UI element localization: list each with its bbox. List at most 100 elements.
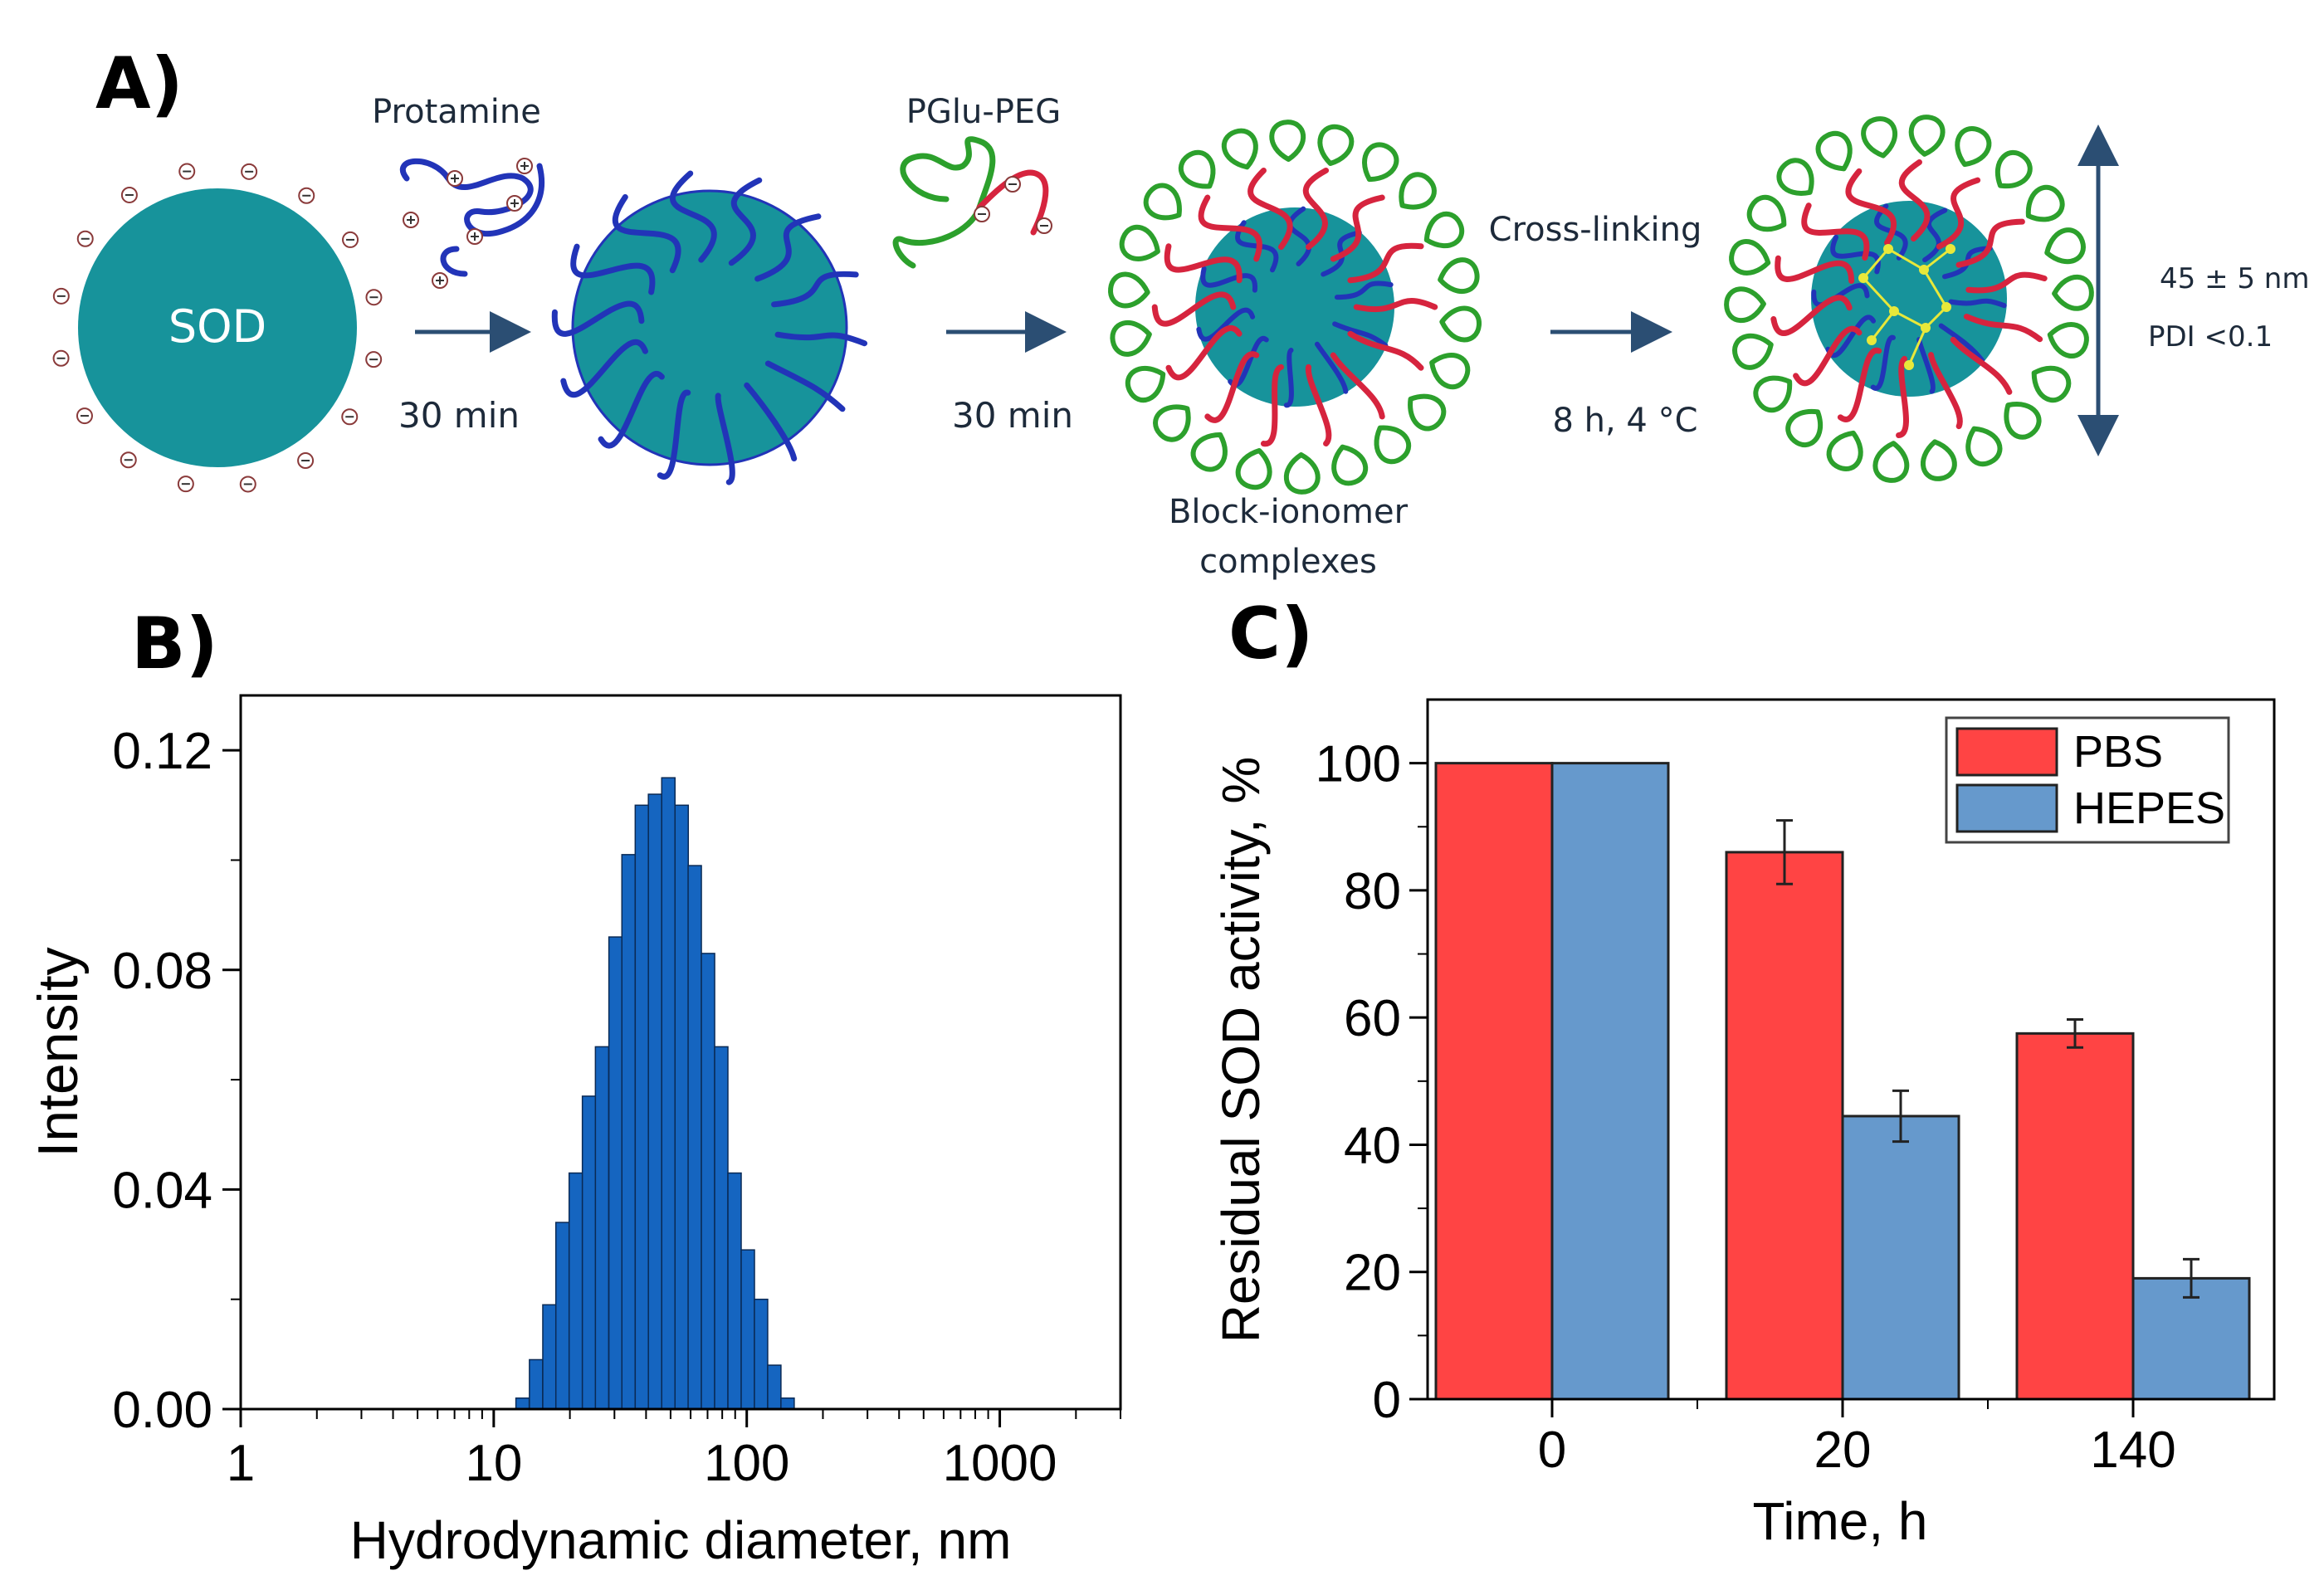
peg-loop [1331, 444, 1369, 486]
crosslink-node [1946, 244, 1955, 254]
histogram-bar [529, 1358, 544, 1410]
chart-c-frame [1426, 698, 2276, 1401]
legend-label-pbs: PBS [2073, 727, 2163, 777]
size-label: 45 ± 5 nm [2160, 262, 2309, 295]
peg-loop [1815, 130, 1853, 172]
chart-b-frame [239, 694, 1122, 1411]
pglu-segment [1347, 330, 1424, 371]
sod-label: SOD [168, 300, 266, 353]
pglu-segment [1302, 167, 1330, 251]
protamine-loop [754, 213, 822, 282]
pglu-segment [1898, 159, 1931, 242]
peg-loop [1143, 183, 1182, 221]
histogram-bar [701, 953, 715, 1410]
y-tick-label: 0.08 [112, 943, 212, 1000]
bar-pbs [1434, 762, 1554, 1401]
y-tick-label: 100 [1316, 736, 1401, 793]
peg-loop [1190, 432, 1228, 472]
pglu-segment [1247, 167, 1293, 251]
negative-charge-icon [239, 476, 256, 493]
crosslink-node [1919, 265, 1929, 275]
pglu-segment [1347, 242, 1424, 284]
peg-loop [1826, 430, 1863, 471]
panel-a-label: A) [95, 42, 183, 125]
crosslink-node [1858, 273, 1868, 283]
crosslink-node [1889, 306, 1899, 316]
crosslink-bond [1893, 310, 1926, 329]
negative-charge-icon [241, 163, 258, 180]
peg-loop [1221, 128, 1258, 170]
peg-loop [1110, 319, 1152, 357]
complex-core [571, 189, 848, 466]
crosslink-node [1867, 335, 1877, 345]
crosslink-network [1858, 244, 1955, 370]
panel-b: B) 1 10 100 1000 0.00 0.04 0.08 0.12 Hydrodynam… [27, 602, 1122, 1570]
peg-loop [1732, 333, 1774, 370]
x-tick-label: 10 [465, 1435, 522, 1492]
histogram-bar [727, 1172, 742, 1410]
y-tick-label: 0 [1373, 1372, 1401, 1429]
bar-pbs [1725, 851, 1844, 1401]
crosslink-bond [1907, 327, 1927, 366]
negative-charge-icon [52, 287, 70, 305]
histogram-bar [714, 1046, 729, 1410]
peg-loop [1994, 150, 2033, 189]
bic-label-line1: Block-ionomer [1169, 493, 1409, 531]
negative-charge-icon [76, 407, 93, 425]
y-tick-label: 20 [1344, 1245, 1401, 1302]
block-ionomer-complex [1108, 119, 1482, 495]
peg-loop [1317, 124, 1355, 167]
crosslink-node [1904, 360, 1914, 370]
crosslinked-nanoparticle [1724, 115, 2094, 483]
x-tick-label: 1 [227, 1435, 255, 1492]
step1-time-label: 30 min [398, 395, 520, 436]
protamine-loop [551, 300, 645, 337]
crosslink-bond [1923, 247, 1951, 271]
positive-charge-icon [432, 272, 448, 289]
pglu-segment [1965, 271, 2048, 294]
bic-corona-chains [1108, 119, 1482, 495]
protamine-loop [1938, 323, 1985, 363]
chart-b-ylabel: Intensity [27, 947, 90, 1157]
chart-b-ticks [222, 749, 1121, 1427]
protamine-label: Protamine [372, 93, 541, 131]
histogram-bar [554, 1222, 570, 1410]
activity-bars [1434, 762, 2251, 1401]
peg-loop [1861, 116, 1898, 159]
panel-c-label: C) [1228, 593, 1313, 676]
protamine-loop [1200, 266, 1257, 293]
y-tick-label: 40 [1344, 1117, 1401, 1174]
panel-b-label: B) [131, 602, 218, 685]
peg-loop [1438, 257, 1480, 295]
size-distribution-chart: 1 10 100 1000 0.00 0.04 0.08 0.12 Hydrodynamic … [27, 694, 1122, 1570]
peg-loop [2025, 184, 2065, 222]
peg-loop [1965, 426, 2003, 467]
pglu-segment [1963, 313, 2043, 343]
histogram-bar [634, 804, 650, 1410]
protamine-loop [1287, 206, 1312, 266]
sod-activity-chart: 0 20 140 0 20 40 60 80 100 PBS HEPES Time, h Resi… [1211, 698, 2276, 1551]
crosslink-node [1941, 302, 1951, 312]
histogram-bar [767, 1364, 782, 1410]
chart-b-tick-labels: 1 10 100 1000 0.00 0.04 0.08 0.12 [112, 723, 1057, 1492]
pglu-negative-charges [974, 176, 1052, 234]
peg-loop [1269, 119, 1306, 162]
peg-loop [1955, 126, 1992, 168]
peg-loop [1908, 115, 1946, 157]
histogram-bar [621, 854, 637, 1410]
protamine-loop [570, 243, 656, 295]
peg-loop [1753, 375, 1793, 413]
step2-time-label: 30 min [952, 395, 1073, 436]
protamine-loop [598, 371, 665, 449]
peg-loop [1872, 441, 1910, 483]
histogram-bars [515, 777, 795, 1410]
protamine-loop [560, 339, 648, 398]
protamine-loop [1196, 307, 1256, 342]
protamine-loop [715, 393, 735, 485]
histogram-bar [594, 1046, 610, 1410]
peg-loop [1125, 365, 1166, 403]
negative-charge-icon [365, 289, 383, 306]
peg-loop [1423, 211, 1465, 249]
x-tick-label: 100 [704, 1435, 789, 1492]
peg-loop [1362, 142, 1399, 183]
